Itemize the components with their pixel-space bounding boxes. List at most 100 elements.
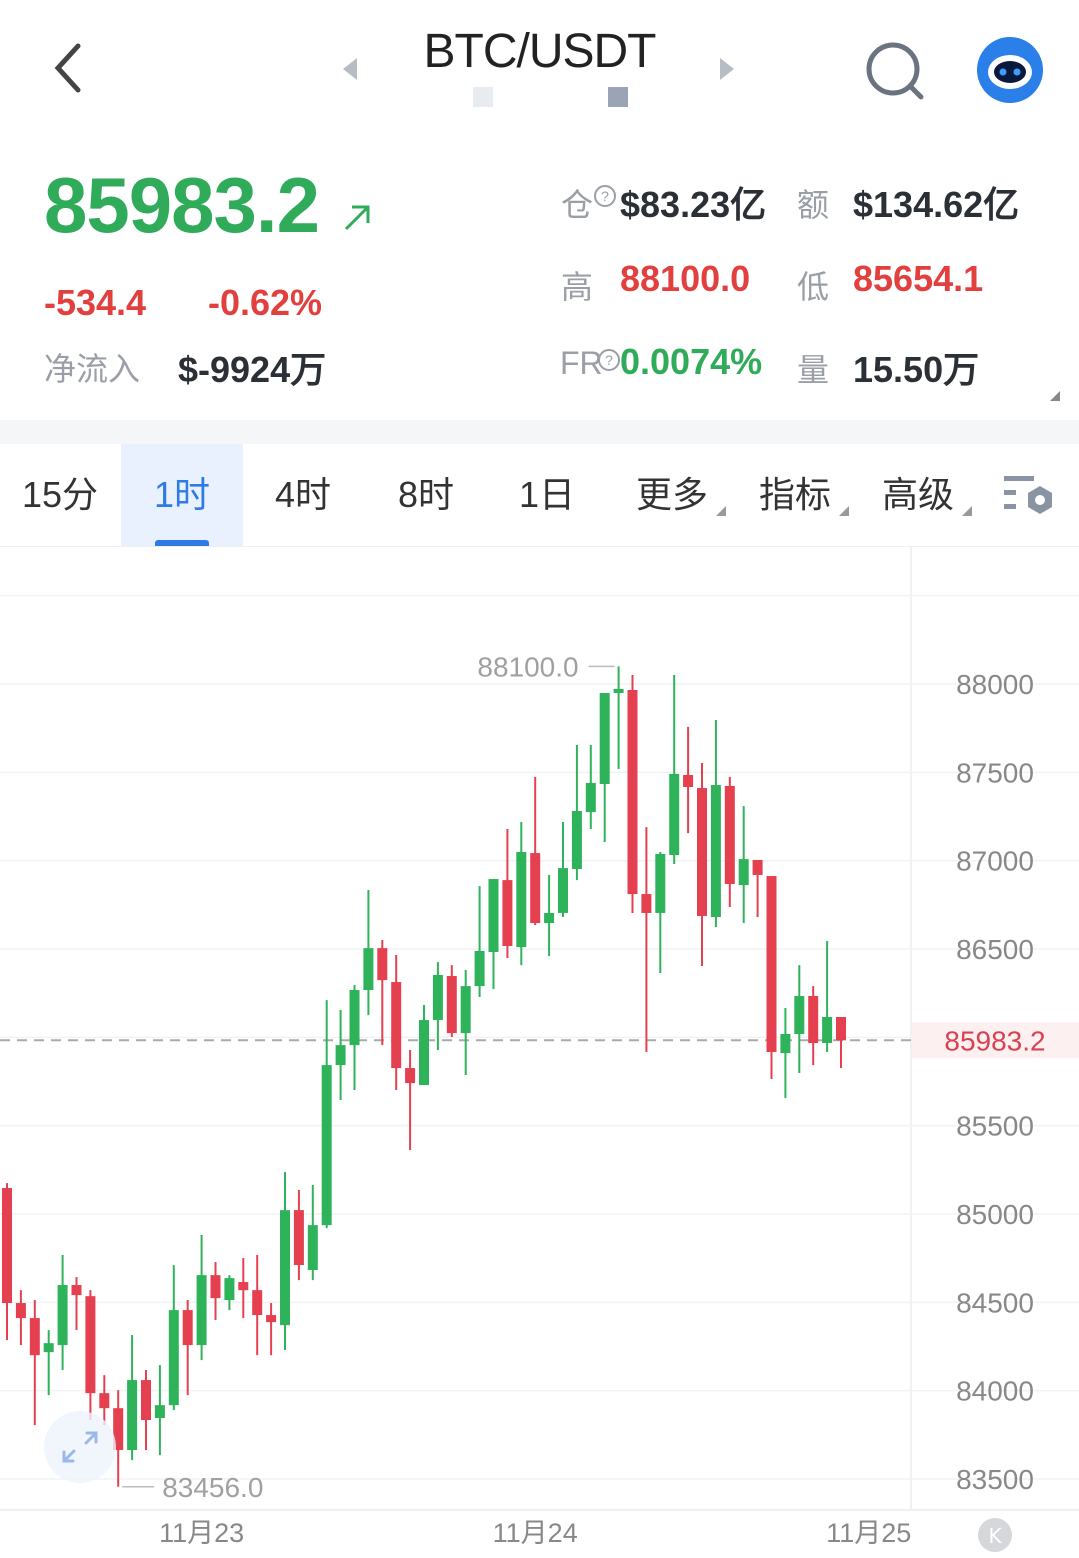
- tab-indicators[interactable]: 指标: [758, 474, 831, 515]
- candle: [794, 965, 805, 1074]
- candle: [252, 1254, 263, 1356]
- candle-body: [571, 811, 582, 869]
- candle: [335, 1009, 346, 1101]
- current-price-label: 85983.2: [944, 1025, 1045, 1056]
- price-change-percent: -0.62%: [208, 282, 323, 323]
- candle: [530, 776, 541, 925]
- candle: [502, 829, 513, 959]
- net-inflow-value: $-9924万: [178, 349, 327, 390]
- candle-body: [321, 1065, 332, 1226]
- candlestick-chart[interactable]: 85983.2 88000 87500 87000 86500 85500 85000 84…: [0, 547, 1079, 1558]
- tab-1d[interactable]: 1日: [518, 474, 576, 515]
- candle-body: [585, 782, 596, 813]
- dropdown-corner-icon: [716, 506, 726, 516]
- low-label: 低: [797, 269, 830, 305]
- turnover-label: 额: [797, 187, 830, 223]
- candle: [516, 821, 527, 966]
- candle: [571, 744, 582, 881]
- candle: [321, 1000, 332, 1229]
- tab-15m[interactable]: 15分: [21, 474, 99, 515]
- candle-body: [724, 785, 735, 884]
- candle-body: [530, 853, 541, 924]
- candle: [57, 1254, 68, 1371]
- chart-settings-icon[interactable]: [1004, 476, 1056, 520]
- candle-body: [836, 1017, 846, 1041]
- candle-body: [558, 868, 568, 913]
- active-tab-indicator: [155, 540, 209, 546]
- open-interest-label: 仓: [561, 187, 594, 223]
- candle: [29, 1300, 40, 1426]
- candle: [182, 1300, 193, 1396]
- candle: [710, 720, 721, 928]
- open-interest-value: $83.23亿: [620, 184, 767, 225]
- candle-body: [738, 859, 749, 886]
- expand-corner-icon[interactable]: [1050, 391, 1060, 401]
- y-tick-label: 84500: [956, 1287, 1034, 1318]
- scroll-to-latest-button[interactable]: K: [978, 1518, 1012, 1552]
- high-label: 高: [561, 269, 594, 305]
- low-value: 85654.1: [853, 258, 984, 299]
- candle-body: [627, 690, 638, 895]
- current-price-tag-bg: [912, 1022, 1079, 1059]
- funding-rate-value: 0.0074%: [620, 341, 763, 382]
- y-tick-label: 85000: [956, 1199, 1034, 1230]
- candle-body: [391, 982, 402, 1069]
- candle-body: [432, 974, 443, 1021]
- candle-body: [599, 693, 610, 784]
- candle-body: [43, 1343, 54, 1353]
- search-button[interactable]: [864, 40, 928, 104]
- candle: [127, 1335, 138, 1461]
- back-button[interactable]: [48, 40, 88, 96]
- candle-body: [349, 989, 360, 1046]
- y-tick-label: 88000: [956, 669, 1034, 700]
- candle-body: [127, 1380, 138, 1451]
- candle-body: [85, 1296, 96, 1394]
- candle: [724, 776, 735, 907]
- candle: [363, 889, 374, 1016]
- tab-8h[interactable]: 8时: [397, 474, 455, 515]
- candle-body: [15, 1303, 26, 1319]
- candle-body: [474, 950, 485, 987]
- candle-body: [446, 976, 457, 1034]
- candle: [655, 852, 666, 974]
- next-pair-arrow-icon[interactable]: [720, 58, 734, 80]
- candle: [377, 939, 388, 1046]
- net-inflow-label: 净流入: [44, 351, 141, 387]
- tab-4h[interactable]: 4时: [274, 474, 332, 515]
- candle: [168, 1265, 179, 1411]
- candle-body: [502, 880, 513, 947]
- price-change: -534.4: [44, 282, 147, 323]
- candle-body: [488, 879, 499, 953]
- candle-body: [822, 1017, 833, 1043]
- tab-1h[interactable]: 1时: [121, 444, 243, 546]
- assistant-avatar[interactable]: [976, 36, 1044, 104]
- candle-body: [808, 995, 819, 1043]
- tab-advanced[interactable]: 高级: [881, 474, 954, 515]
- candle: [780, 1008, 791, 1099]
- candle-body: [307, 1225, 318, 1271]
- help-icon[interactable]: ?: [597, 348, 621, 372]
- candle: [822, 941, 833, 1053]
- high-value: 88100.0: [620, 258, 751, 299]
- candle-body: [613, 688, 624, 694]
- candle: [599, 693, 610, 842]
- candle: [669, 674, 680, 865]
- candle: [210, 1262, 221, 1321]
- candle-body: [29, 1318, 40, 1356]
- y-tick-label: 84000: [956, 1376, 1034, 1407]
- tab-more[interactable]: 更多: [635, 474, 708, 515]
- prev-pair-arrow-icon[interactable]: [343, 58, 357, 80]
- candle-body: [113, 1408, 124, 1451]
- help-icon[interactable]: ?: [593, 184, 617, 208]
- candle: [43, 1330, 54, 1396]
- candle: [224, 1275, 235, 1311]
- candle: [544, 874, 555, 957]
- y-tick-label: 87500: [956, 757, 1034, 788]
- page-title[interactable]: BTC/USDT: [423, 25, 657, 78]
- candle: [71, 1277, 82, 1331]
- y-tick-label: 86500: [956, 934, 1034, 965]
- candle-body: [377, 948, 388, 981]
- x-date-label: 11月25: [826, 1518, 911, 1548]
- chevron-left-icon: [54, 43, 81, 93]
- fullscreen-button[interactable]: [44, 1411, 116, 1483]
